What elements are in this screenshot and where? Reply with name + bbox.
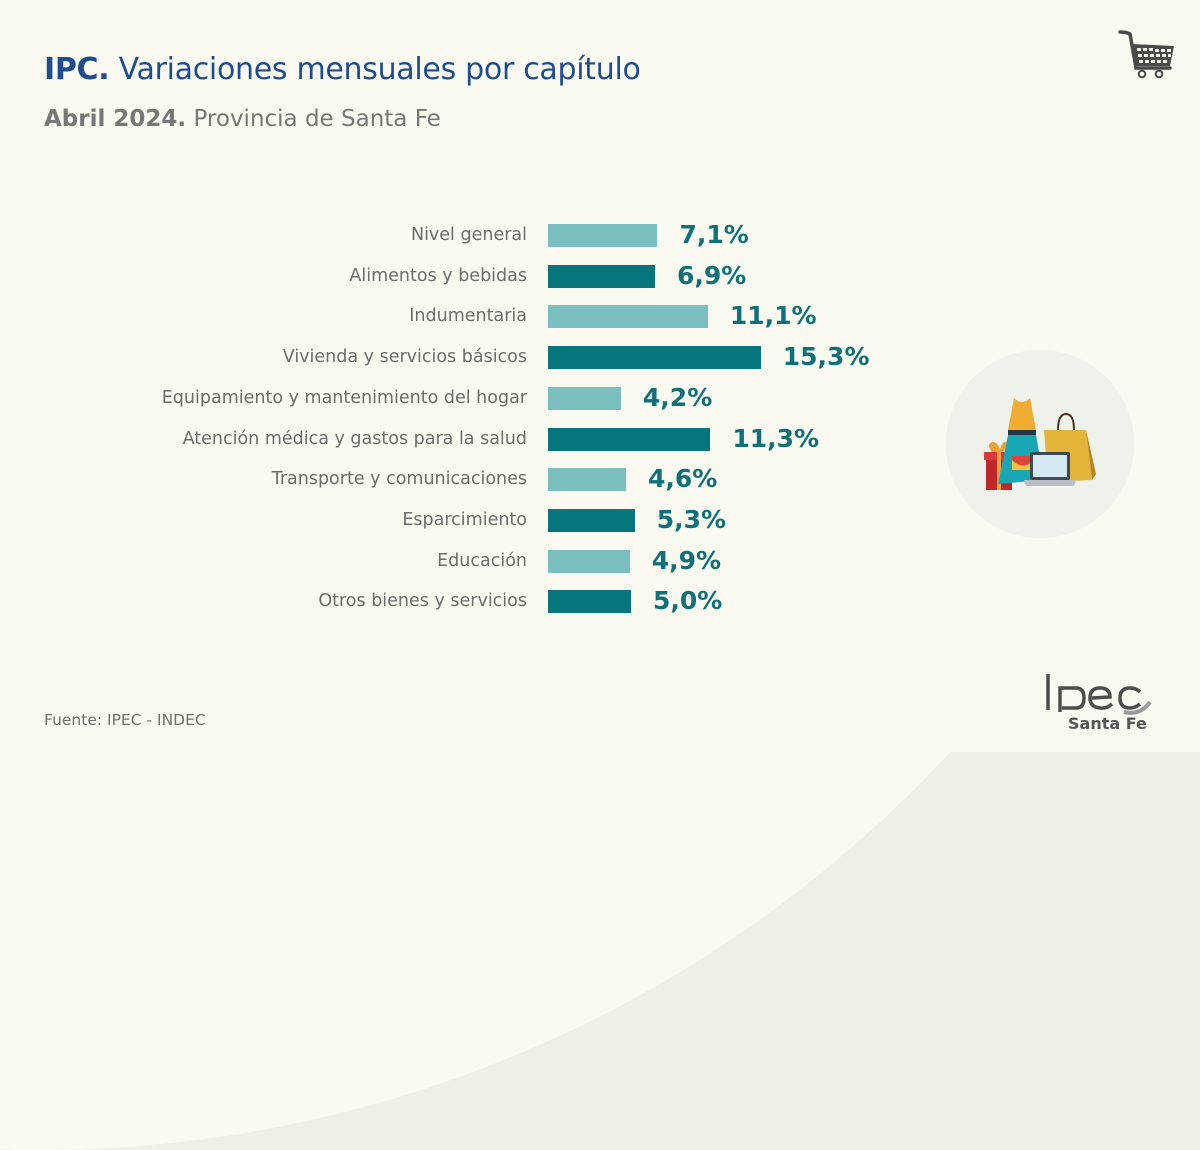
illustration-circle	[946, 350, 1134, 538]
category-label: Atención médica y gastos para la salud	[182, 428, 527, 449]
page-subtitle: Abril 2024. Provincia de Santa Fe	[44, 106, 441, 132]
value-label: 5,3%	[656, 504, 727, 534]
bar-chart: Nivel general 7,1% Alimentos y bebidas 6,9%…	[161, 220, 870, 616]
bar	[548, 427, 711, 451]
bar	[548, 590, 631, 614]
value-label: 15,3%	[782, 342, 870, 372]
value-label: 4,6%	[647, 464, 718, 494]
value-label: 5,0%	[653, 586, 723, 616]
category-label: Nivel general	[410, 225, 527, 245]
subtitle-bold: Abril 2024.	[44, 106, 187, 132]
bar	[548, 549, 630, 573]
title-bold: IPC.	[44, 52, 110, 87]
category-label: Vivienda y servicios básicos	[282, 347, 527, 368]
bar	[548, 264, 655, 288]
shopping-illustration	[984, 398, 1096, 490]
value-label: 4,9%	[651, 545, 722, 575]
category-label: Indumentaria	[409, 306, 527, 327]
category-label: Esparcimiento	[402, 509, 527, 530]
value-label: 4,2%	[642, 382, 713, 412]
subtitle-rest: Provincia de Santa Fe	[186, 106, 441, 132]
bar	[548, 346, 761, 370]
category-label: Transporte y comunicaciones	[271, 469, 527, 490]
value-label: 7,1%	[679, 220, 749, 249]
category-label: Educación	[437, 550, 527, 571]
bar	[548, 224, 658, 247]
bar	[548, 468, 626, 492]
bar	[548, 508, 635, 532]
bar	[548, 386, 621, 410]
category-label: Alimentos y bebidas	[349, 265, 527, 286]
logo-subtitle: Santa Fe	[1068, 714, 1147, 733]
value-label: 11,3%	[732, 423, 820, 453]
category-label: Otros bienes y servicios	[318, 591, 527, 612]
title-rest: Variaciones mensuales por capítulo	[109, 52, 641, 87]
bar	[548, 305, 708, 329]
ipec-logo	[1046, 674, 1152, 715]
category-label: Equipamiento y mantenimiento del hogar	[161, 387, 527, 408]
page-title: IPC. Variaciones mensuales por capítulo	[44, 52, 641, 87]
source-note: Fuente: IPEC - INDEC	[44, 711, 206, 729]
value-label: 11,1%	[729, 301, 817, 331]
value-label: 6,9%	[676, 260, 747, 290]
shopping-cart-icon	[1118, 30, 1174, 79]
